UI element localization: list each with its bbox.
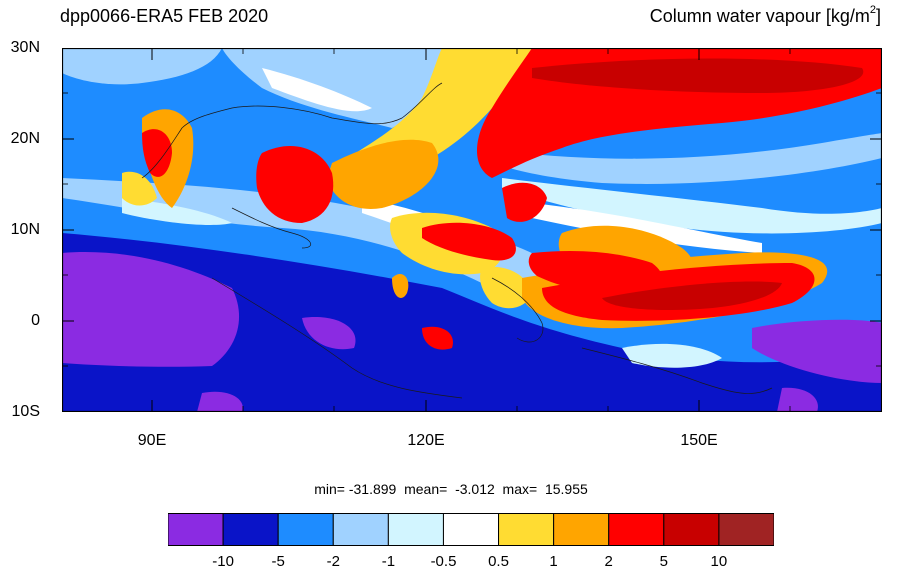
colorbar-swatch (498, 513, 555, 546)
map-title: dpp0066-ERA5 FEB 2020 (60, 6, 269, 26)
colorbar-swatch (608, 513, 665, 546)
water-vapour-map (62, 48, 882, 412)
field-statistics: min= -31.899 mean= -3.012 max= 15.955 (314, 481, 588, 497)
colorbar (168, 513, 774, 546)
lat-label-20n: 20N (10, 130, 40, 147)
coastlines (141, 82, 773, 399)
colorbar-label: 5 (659, 553, 668, 570)
colorbar-label: -1 (381, 553, 396, 570)
variable-title-text: Column water vapour [kg/m (649, 6, 870, 26)
lat-label-30n: 30N (10, 39, 40, 56)
colorbar-swatch (442, 513, 500, 546)
colorbar-swatch (387, 513, 444, 546)
colorbar-label: 2 (604, 553, 613, 570)
colorbar-label: -5 (271, 553, 285, 570)
colorbar-label: -10 (212, 553, 234, 570)
colorbar-label: 0.5 (488, 553, 509, 570)
colorbar-swatch (663, 513, 720, 546)
lat-label-eq: 0 (31, 312, 40, 329)
colorbar-swatch (553, 513, 610, 546)
variable-title-close: ] (875, 6, 881, 26)
lat-label-10n: 10N (10, 221, 40, 238)
tick-marks (62, 48, 882, 412)
lon-label-90e: 90E (137, 432, 167, 449)
colorbar-swatch (222, 513, 279, 546)
lat-label-10s: 10S (11, 403, 40, 420)
colorbar-label: -0.5 (430, 553, 457, 570)
colorbar-swatch (168, 513, 224, 546)
variable-title: Column water vapour [kg/m2] (649, 4, 881, 27)
colorbar-label: 1 (549, 553, 558, 570)
colorbar-swatch (718, 513, 774, 546)
lon-label-120e: 120E (407, 432, 445, 449)
map-field (62, 48, 882, 412)
colorbar-swatch (277, 513, 334, 546)
colorbar-label: -2 (326, 553, 340, 570)
variable-title-superscript: 2 (869, 4, 876, 16)
minor-tick-marks (62, 48, 882, 412)
colorbar-label: 10 (710, 553, 728, 570)
lon-label-150e: 150E (680, 432, 718, 449)
colorbar-swatch (332, 513, 389, 546)
